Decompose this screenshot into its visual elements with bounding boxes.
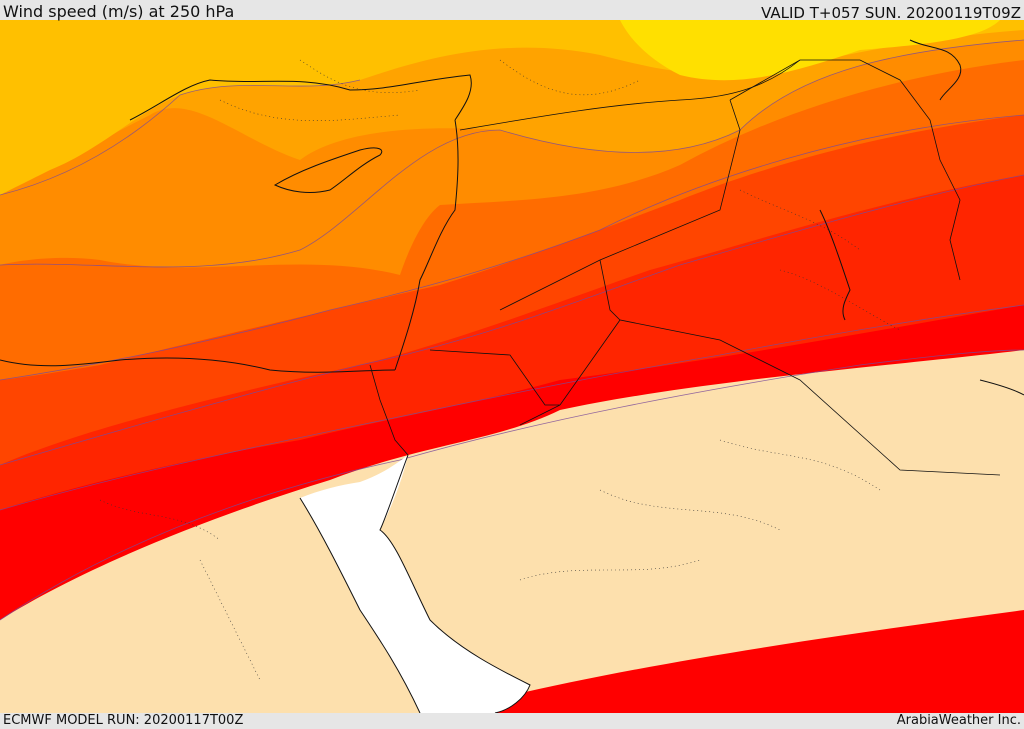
cyprus-island [273,147,383,193]
band-red-south [440,610,1024,713]
band-yellow [620,20,1000,81]
footer-bar [0,713,1024,729]
coastline-levant [394,119,459,371]
province-lines-turkey [219,59,641,121]
coastline-red-sea-west [299,497,421,713]
contour-line-2 [0,39,1024,268]
border-syria-iraq [499,99,741,311]
coastline-caspian [909,39,962,101]
border-turkey-syria [459,59,801,131]
valid-time: VALID T+057 SUN. 20200119T09Z [761,4,1021,22]
border-iraq-iran [729,59,961,281]
wind-speed-map [0,20,1024,713]
coastline-egypt [0,357,396,373]
province-lines-saudi [519,439,881,581]
model-run: ECMWF MODEL RUN: 20200117T00Z [3,713,244,728]
credit-label: ArabiaWeather Inc. [896,713,1021,728]
border-jordan [429,349,561,426]
border-egypt-libya [369,364,409,456]
red-sea [300,455,530,713]
contour-line-5 [0,304,1024,511]
coastline-gulf [819,209,851,321]
coastline-red-sea-east [379,454,531,713]
contour-line-3 [0,114,1024,381]
coastline-persian-gulf [979,379,1024,396]
border-saudi-jordan [599,259,621,321]
contour-line-6 [0,349,1024,621]
map-title: Wind speed (m/s) at 250 hPa [3,2,235,21]
contour-line-4 [0,174,1024,466]
contour-line-1 [0,79,361,196]
border-iraq-saudi [559,319,1001,476]
coastline-turkey [129,74,472,121]
header-bar [0,0,1024,20]
